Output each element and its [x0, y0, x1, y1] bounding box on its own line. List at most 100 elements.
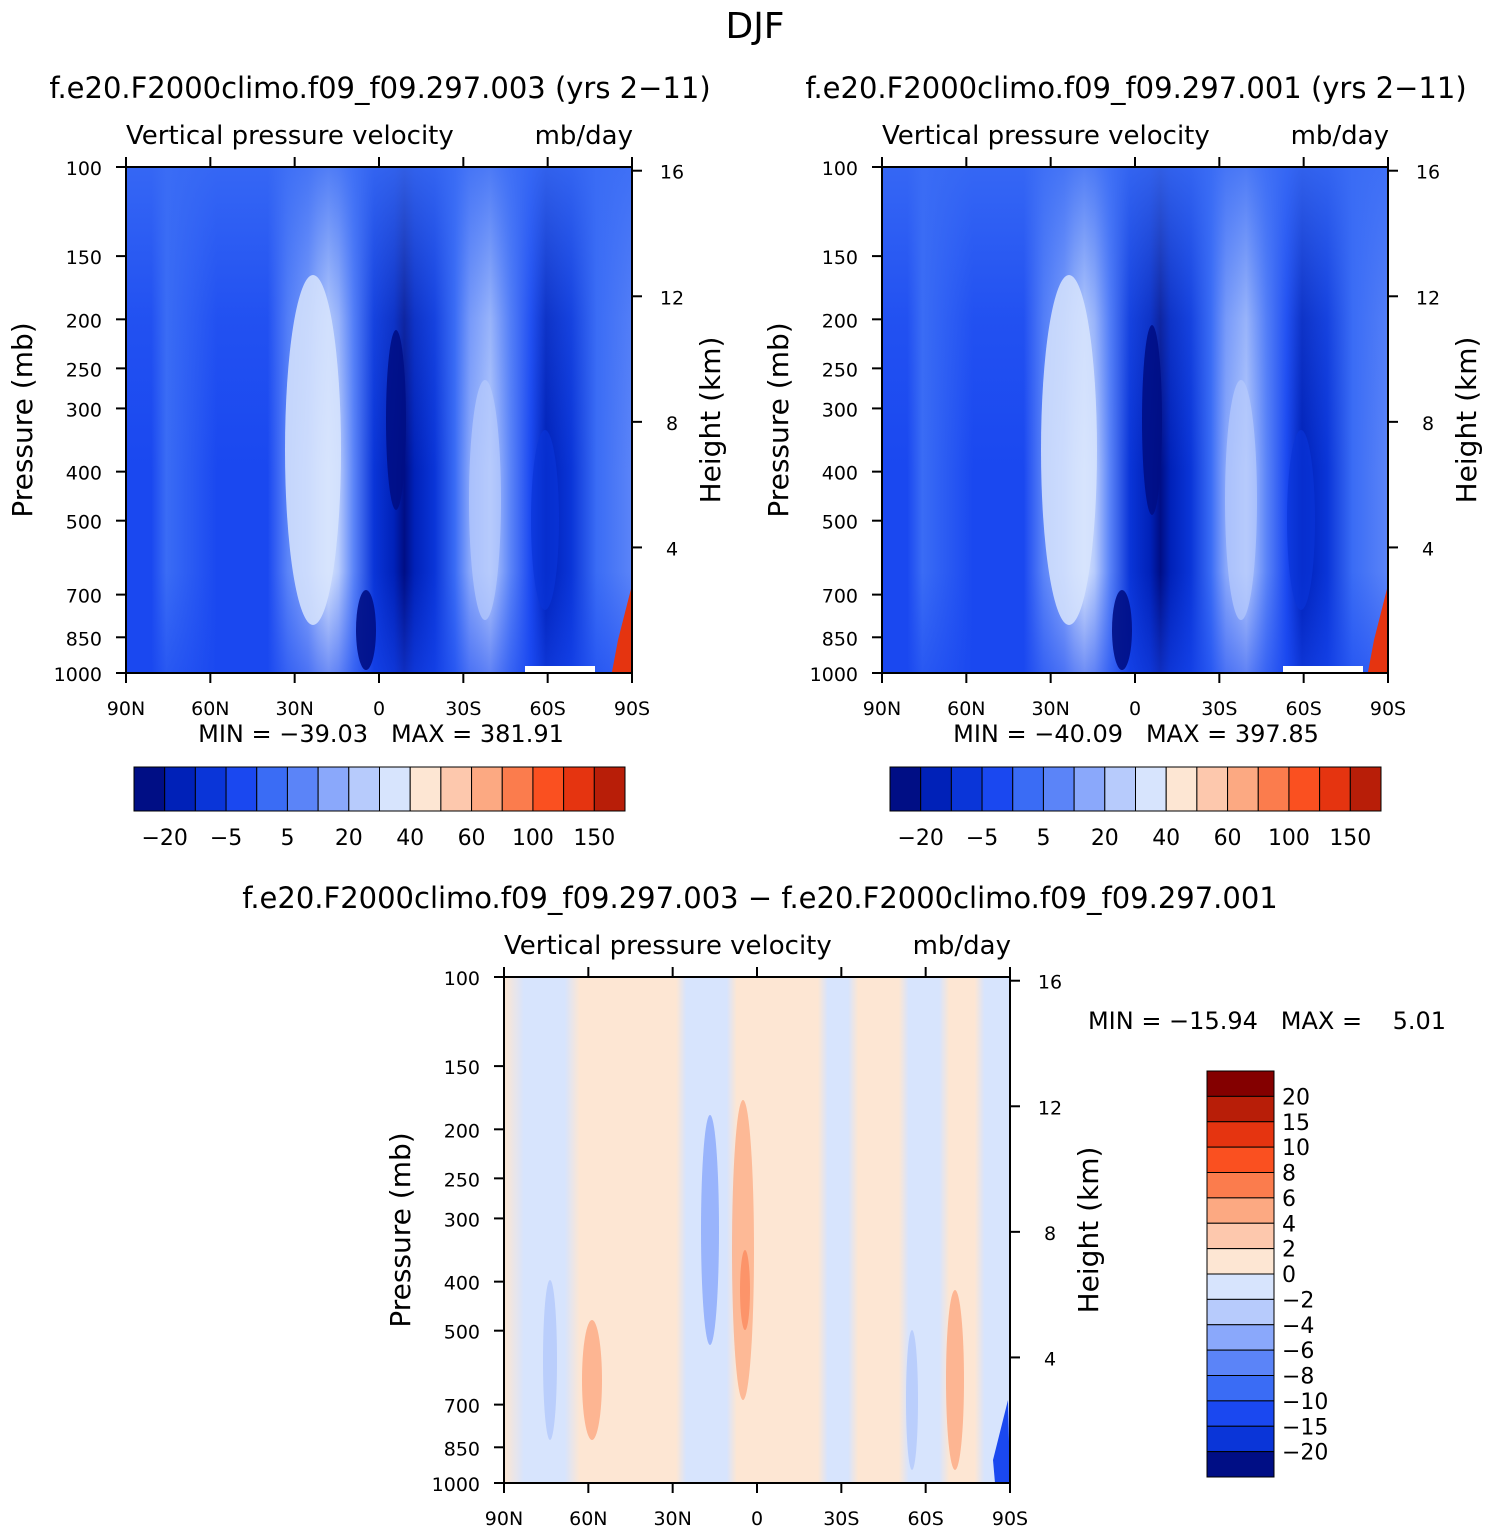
colorbar-label: 5 — [1036, 826, 1050, 851]
colorbar-swatch — [1206, 1172, 1275, 1199]
colorbar-swatch — [1206, 1146, 1275, 1173]
colorbar-swatch — [1206, 1197, 1275, 1224]
colorbar-swatch — [1206, 1070, 1275, 1097]
pressure-tick-label: 850 — [66, 628, 102, 650]
colorbar-label: 60 — [458, 826, 486, 851]
colorbar-swatch — [889, 766, 922, 812]
colorbar-label: 150 — [1329, 826, 1371, 851]
height-tick-label: 12 — [1416, 287, 1440, 309]
colorbar-swatch — [1042, 766, 1075, 812]
colorbar-swatch — [1319, 766, 1351, 812]
panel3-plot-area — [504, 977, 1010, 1483]
panel3-y2label: Height (km) — [1072, 1147, 1105, 1314]
height-tick-label: 4 — [1044, 1348, 1056, 1370]
colorbar-swatch — [593, 766, 626, 812]
height-tick-label: 16 — [660, 162, 684, 184]
colorbar-label: −8 — [1282, 1365, 1314, 1390]
panel2-plot-area — [882, 167, 1388, 673]
colorbar-label: 20 — [335, 826, 363, 851]
panel3-axes: 100 150 200 250 300 400 500 700 850 1000 16 12 8 4 90N… — [432, 967, 1062, 1530]
lat-tick-label: 0 — [1129, 698, 1141, 720]
colorbar-swatch — [1288, 766, 1321, 812]
pressure-tick-label: 400 — [66, 463, 102, 485]
colorbar-swatch — [1206, 1273, 1275, 1300]
colorbar-swatch — [471, 766, 503, 812]
panel2-y2label: Height (km) — [1450, 337, 1483, 504]
colorbar-label: 100 — [512, 826, 554, 851]
colorbar-label: −5 — [966, 826, 998, 851]
colorbar-label: 2 — [1282, 1238, 1296, 1263]
lat-tick-label: 0 — [751, 1508, 763, 1530]
pressure-tick-label: 700 — [822, 586, 858, 608]
lat-tick-label: 90S — [614, 698, 650, 720]
colorbar-swatch — [1206, 1222, 1275, 1250]
colorbar-swatch — [1206, 1248, 1275, 1275]
pressure-tick-label: 700 — [444, 1396, 480, 1418]
panel2-subtitle-left: Vertical pressure velocity — [882, 121, 1210, 151]
lat-tick-label: 30S — [1201, 698, 1237, 720]
panel3-subtitle-left: Vertical pressure velocity — [504, 931, 832, 961]
pressure-tick-label: 250 — [444, 1169, 480, 1191]
panel1-minmax: MIN = −39.03 MAX = 381.91 — [198, 720, 564, 748]
lat-tick-label: 30S — [823, 1508, 859, 1530]
colorbar-label: 10 — [1282, 1136, 1310, 1161]
colorbar-swatch — [950, 766, 983, 812]
pressure-tick-label: 500 — [444, 1322, 480, 1344]
colorbar-swatch — [1227, 766, 1259, 812]
colorbar-label: 60 — [1214, 826, 1242, 851]
colorbar-label: −15 — [1282, 1415, 1328, 1440]
colorbar-label: −10 — [1282, 1390, 1328, 1415]
pressure-tick-label: 300 — [66, 399, 102, 421]
colorbar-swatch — [1206, 1400, 1275, 1427]
lat-tick-label: 30N — [1031, 698, 1069, 720]
panel2-minmax: MIN = −40.09 MAX = 397.85 — [953, 720, 1319, 748]
panel3-minmax: MIN = −15.94 MAX = 5.01 — [1088, 1007, 1446, 1035]
colorbar-swatch — [563, 766, 595, 812]
colorbar-swatch — [1135, 766, 1167, 812]
pressure-tick-label: 400 — [444, 1273, 480, 1295]
panel1-title: f.e20.F2000climo.f09_f09.297.003 (yrs 2−… — [49, 71, 710, 105]
colorbar-swatch — [532, 766, 565, 812]
colorbar-swatch — [164, 766, 196, 812]
colorbar-label: 20 — [1282, 1085, 1310, 1110]
colorbar-label: −4 — [1282, 1314, 1314, 1339]
pressure-tick-label: 200 — [66, 310, 102, 332]
pressure-tick-label: 850 — [822, 628, 858, 650]
pressure-tick-label: 700 — [66, 586, 102, 608]
colorbar-swatch — [501, 766, 534, 812]
colorbar-swatch — [920, 766, 952, 812]
lat-tick-label: 60N — [191, 698, 229, 720]
colorbar-label: 150 — [573, 826, 615, 851]
panel1-axes: 100 150 200 250 300 400 500 700 850 1000 16 12 8 4 90N… — [54, 157, 684, 720]
colorbar-label: 4 — [1282, 1212, 1296, 1237]
lat-tick-label: 60S — [530, 698, 566, 720]
pressure-tick-label: 250 — [66, 359, 102, 381]
colorbar-swatch — [1206, 1095, 1275, 1123]
panel1-subtitle-right: mb/day — [535, 121, 633, 151]
colorbar-swatch — [1206, 1121, 1275, 1148]
panel1-y2label: Height (km) — [694, 337, 727, 504]
colorbar-swatch — [1165, 766, 1198, 812]
panel1-ylabel: Pressure (mb) — [6, 322, 39, 517]
colorbar-swatch — [317, 766, 350, 812]
pressure-tick-label: 500 — [66, 512, 102, 534]
pressure-tick-label: 1000 — [432, 1474, 480, 1496]
pressure-tick-label: 100 — [822, 158, 858, 180]
panel3-title: f.e20.F2000climo.f09_f09.297.003 − f.e20… — [242, 881, 1278, 915]
colorbar-label: 40 — [1152, 826, 1180, 851]
figure-title: DJF — [725, 6, 784, 47]
lat-tick-label: 90N — [863, 698, 901, 720]
lat-tick-label: 90S — [1370, 698, 1406, 720]
colorbar-swatch — [286, 766, 319, 812]
pressure-tick-label: 100 — [444, 968, 480, 990]
pressure-tick-label: 200 — [822, 310, 858, 332]
colorbar-label: −6 — [1282, 1339, 1314, 1364]
height-tick-label: 12 — [1038, 1097, 1062, 1119]
height-tick-label: 16 — [1038, 972, 1062, 994]
pressure-tick-label: 400 — [822, 463, 858, 485]
colorbar-swatch — [1349, 766, 1382, 812]
colorbar-swatch — [379, 766, 411, 812]
colorbar-swatch — [409, 766, 442, 812]
pressure-tick-label: 200 — [444, 1120, 480, 1142]
